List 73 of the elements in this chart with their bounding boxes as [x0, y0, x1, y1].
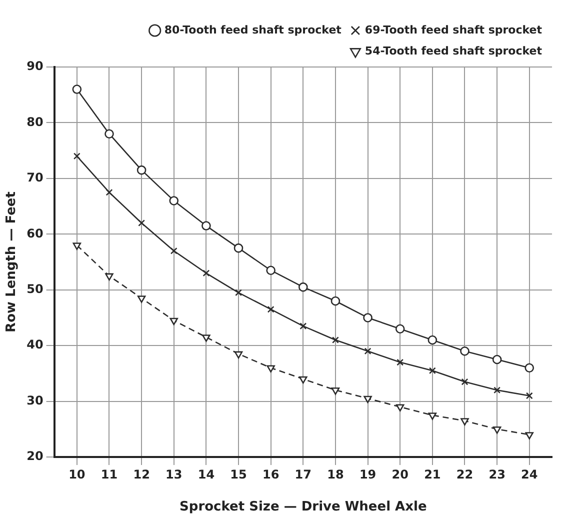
- point: [136, 165, 146, 175]
- point: [332, 336, 339, 344]
- point: [170, 318, 178, 326]
- point: [105, 273, 114, 281]
- point: [235, 289, 242, 296]
- point: [492, 426, 502, 434]
- point: [461, 378, 468, 386]
- point: [266, 266, 276, 276]
- point: [363, 313, 372, 322]
- y-tick-label: 80: [26, 114, 44, 129]
- point: [525, 432, 534, 440]
- point: [266, 365, 275, 373]
- point: [494, 386, 501, 394]
- point: [300, 322, 307, 330]
- y-tick-label: 30: [26, 393, 44, 408]
- y-tick-label: 90: [26, 59, 44, 74]
- x-tick-label: 14: [198, 467, 215, 482]
- x-tick-label: 23: [488, 467, 506, 482]
- point: [428, 367, 436, 374]
- x-tick-label: 16: [262, 467, 280, 482]
- point: [234, 243, 244, 253]
- y-tick-label: 20: [26, 449, 44, 464]
- point: [299, 376, 308, 384]
- x-tick-label: 11: [100, 467, 118, 482]
- x-tick-label: 19: [359, 467, 376, 482]
- x-tick-label: 20: [392, 467, 408, 482]
- legend-label: 69-Tooth feed shaft sprocket: [364, 23, 542, 36]
- point: [492, 354, 502, 364]
- y-tick-label: 50: [26, 282, 44, 296]
- x-tick-label: 18: [327, 467, 344, 482]
- point: [364, 348, 372, 355]
- point: [330, 296, 340, 306]
- point: [138, 220, 146, 226]
- point: [104, 129, 114, 139]
- point: [331, 387, 340, 395]
- point: [72, 84, 82, 94]
- point: [396, 404, 404, 412]
- point: [460, 418, 469, 426]
- y-tick-label: 70: [26, 170, 44, 185]
- legend-label: 54-Tooth feed shaft sprocket: [364, 44, 542, 58]
- x-tick-label: 17: [294, 467, 312, 482]
- x-tick-label: 24: [521, 467, 538, 482]
- point: [524, 363, 534, 373]
- point: [460, 346, 470, 356]
- point: [396, 358, 404, 366]
- point: [202, 334, 210, 342]
- point: [428, 412, 437, 420]
- x-tick-label: 21: [424, 467, 441, 482]
- y-tick-label: 40: [26, 338, 44, 352]
- x-tick-label: 13: [166, 467, 182, 482]
- x-tick-label: 22: [456, 467, 474, 482]
- point: [395, 324, 405, 334]
- x-tick-label: 10: [68, 467, 86, 482]
- point: [169, 196, 179, 206]
- legend-label: 80-Tooth feed shaft sprocket: [164, 23, 342, 36]
- y-tick-label: 60: [26, 226, 44, 240]
- point: [267, 306, 274, 313]
- point: [428, 335, 438, 345]
- y-axis-title: Row Length — Feet: [4, 192, 20, 332]
- point: [364, 396, 372, 404]
- point: [106, 188, 113, 196]
- point: [170, 247, 178, 254]
- point: [202, 221, 211, 230]
- point: [234, 351, 243, 359]
- x-tick-label: 12: [133, 467, 150, 482]
- x-tick-label: 15: [230, 467, 247, 482]
- point: [72, 242, 82, 250]
- point: [137, 296, 146, 303]
- point: [526, 392, 533, 400]
- point: [298, 282, 308, 292]
- x-axis-title: Sprocket Size — Drive Wheel Axle: [180, 500, 427, 515]
- point: [202, 270, 210, 277]
- point: [73, 152, 80, 160]
